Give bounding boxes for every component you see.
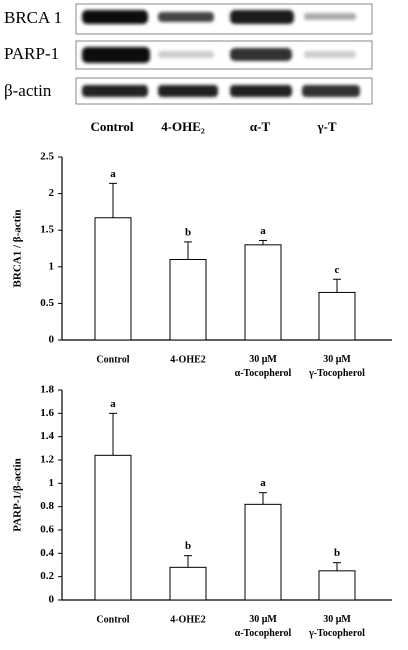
lane-label: Control <box>90 119 133 134</box>
band <box>230 10 294 24</box>
lane-label: γ-T <box>316 119 336 134</box>
band <box>304 13 356 20</box>
y-tick-label: 2.5 <box>40 151 54 163</box>
row-label: β-actin <box>4 81 52 100</box>
band <box>82 47 150 63</box>
band <box>82 10 148 24</box>
y-axis-label: BRCA1 / β-actin <box>12 210 24 288</box>
band <box>302 85 360 97</box>
y-tick-label: 1.6 <box>40 407 54 419</box>
band <box>158 51 214 58</box>
bar <box>244 503 282 601</box>
blot: BRCA 1 PARP-1 β-actin Control 4-OHE₂ α-T… <box>4 3 373 134</box>
x-tick-label: 30 μM α-Tocopherol <box>235 354 292 379</box>
y-axis-label: PARP-1/β-actin <box>12 458 24 531</box>
y-tick-label: 0.2 <box>40 570 54 582</box>
y-tick-label: 1 <box>49 260 55 272</box>
x-tick-label: 30 μM γ-Tocopherol <box>308 614 365 639</box>
y-tick-label: 0 <box>49 594 55 606</box>
y-tick-label: 1.8 <box>40 384 54 396</box>
bar <box>169 258 207 341</box>
x-tick-label: Control <box>96 354 129 365</box>
row-label: BRCA 1 <box>4 8 62 27</box>
y-tick-label: 0.8 <box>40 500 54 512</box>
lane-label: 4-OHE₂ <box>161 119 205 134</box>
bar <box>169 566 207 601</box>
bar <box>244 244 282 341</box>
bar <box>318 291 356 341</box>
x-tick-label: 4-OHE2 <box>170 614 206 625</box>
y-tick-label: 2 <box>49 187 55 199</box>
x-tick-label: 30 μM γ-Tocopherol <box>308 354 365 379</box>
lane-label: α-T <box>250 119 271 134</box>
band <box>230 85 292 97</box>
y-tick-label: 0.4 <box>40 547 54 559</box>
annotation: a <box>110 168 116 180</box>
annotation: c <box>335 264 340 276</box>
annotation: b <box>185 226 191 238</box>
y-tick-label: 1 <box>49 477 55 489</box>
y-tick-label: 1.5 <box>40 224 54 236</box>
annotation: b <box>334 547 340 559</box>
x-tick-label: 4-OHE2 <box>170 354 206 365</box>
annotation: a <box>260 477 266 489</box>
band <box>82 85 148 97</box>
band <box>230 48 292 61</box>
x-tick-label: Control <box>96 614 129 625</box>
band <box>158 12 214 22</box>
annotation: a <box>110 398 116 410</box>
y-tick-label: 1.4 <box>40 430 54 442</box>
annotation: b <box>185 540 191 552</box>
y-tick-label: 1.2 <box>40 454 54 466</box>
row-label: PARP-1 <box>4 44 59 63</box>
y-tick-label: 0 <box>49 334 55 346</box>
y-tick-label: 0.6 <box>40 524 54 536</box>
band <box>304 51 356 58</box>
bar <box>94 454 132 601</box>
bar <box>318 570 356 601</box>
x-tick-label: 30 μM α-Tocopherol <box>235 614 292 639</box>
y-tick-label: 0.5 <box>40 297 54 309</box>
annotation: a <box>260 225 266 237</box>
band <box>158 85 218 97</box>
bar <box>94 217 132 341</box>
